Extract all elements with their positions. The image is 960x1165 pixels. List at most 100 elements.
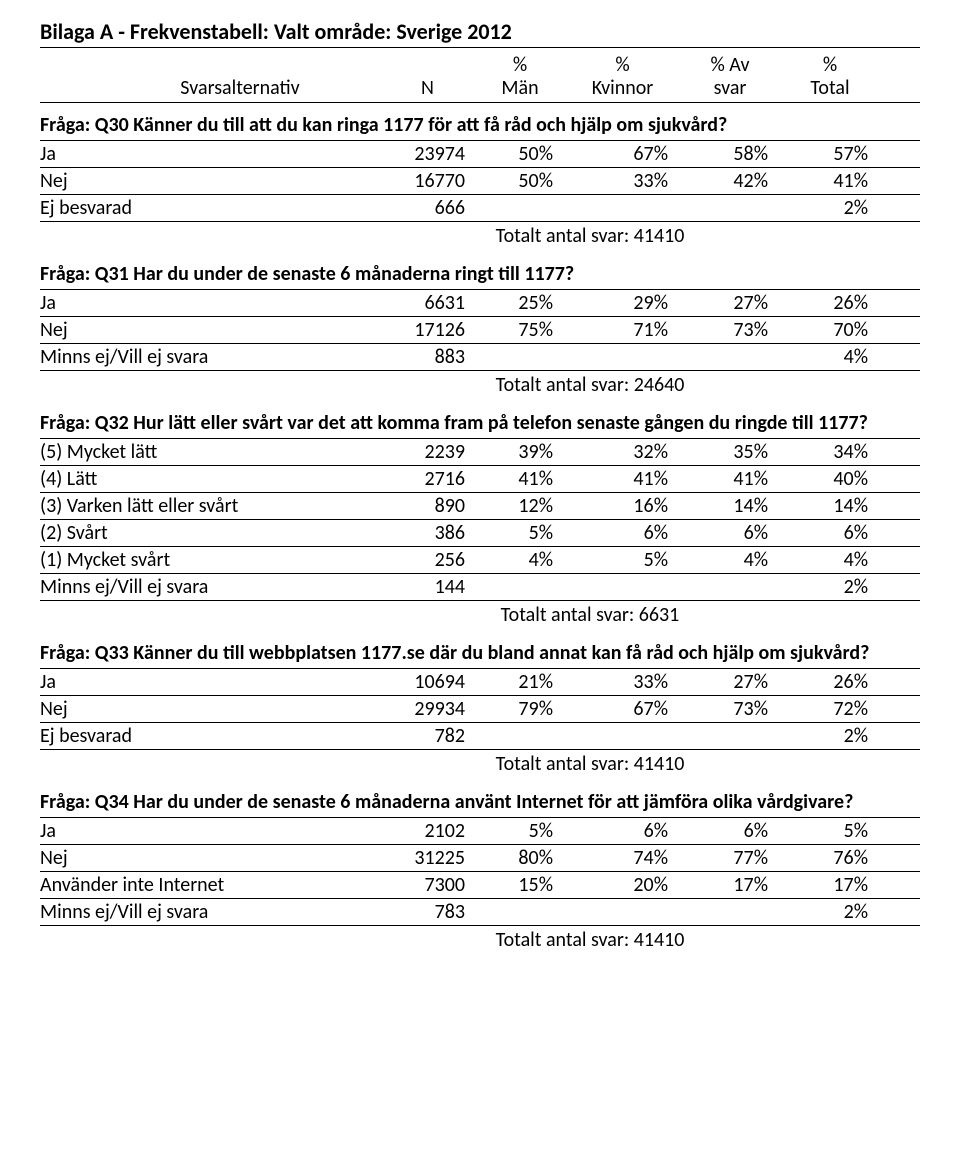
table-row: Minns ej/Vill ej svara8834% (40, 344, 920, 371)
row-kvinnor: 20% (565, 873, 680, 897)
table-row: (1) Mycket svårt2564%5%4%4% (40, 547, 920, 574)
row-kvinnor: 6% (565, 521, 680, 545)
row-total: 2% (780, 900, 880, 924)
table-row: (4) Lätt271641%41%41%40% (40, 466, 920, 493)
row-kvinnor (565, 196, 680, 220)
row-total: 14% (780, 494, 880, 518)
row-n: 29934 (380, 697, 475, 721)
header-tot-bot: Total (780, 77, 880, 100)
row-label: Använder inte Internet (40, 873, 380, 897)
header-total: % Total (780, 54, 880, 100)
row-av (680, 345, 780, 369)
row-n: 31225 (380, 846, 475, 870)
row-n: 144 (380, 575, 475, 599)
row-kvinnor (565, 724, 680, 748)
row-label: Ja (40, 819, 380, 843)
row-label: Minns ej/Vill ej svara (40, 575, 380, 599)
row-man: 41% (475, 467, 565, 491)
row-label: (1) Mycket svårt (40, 548, 380, 572)
header-kvin-bot: Kvinnor (565, 77, 680, 100)
row-label: Ej besvarad (40, 196, 380, 220)
row-total: 34% (780, 440, 880, 464)
row-label: (2) Svårt (40, 521, 380, 545)
row-av: 27% (680, 291, 780, 315)
row-av: 27% (680, 670, 780, 694)
row-av: 41% (680, 467, 780, 491)
row-n: 2102 (380, 819, 475, 843)
row-total: 6% (780, 521, 880, 545)
header-man-bot: Män (475, 77, 565, 100)
row-label: Ja (40, 670, 380, 694)
row-av (680, 900, 780, 924)
row-n: 23974 (380, 142, 475, 166)
row-label: Ja (40, 142, 380, 166)
table-row: Ja2397450%67%58%57% (40, 141, 920, 168)
row-label: Nej (40, 318, 380, 342)
row-av: 58% (680, 142, 780, 166)
row-label: Nej (40, 846, 380, 870)
row-total: 40% (780, 467, 880, 491)
row-kvinnor: 71% (565, 318, 680, 342)
question-text: Fråga: Q33 Känner du till webbplatsen 11… (40, 641, 920, 666)
table-row: Minns ej/Vill ej svara144 2% (40, 574, 920, 601)
total-count: Totalt antal svar: 41410 (40, 750, 920, 780)
row-n: 2716 (380, 467, 475, 491)
header-man: % Män (475, 54, 565, 100)
row-kvinnor: 33% (565, 670, 680, 694)
row-man: 50% (475, 169, 565, 193)
row-man: 5% (475, 819, 565, 843)
row-man: 5% (475, 521, 565, 545)
table-row: (3) Varken lätt eller svårt89012%16%14%1… (40, 493, 920, 520)
table-row: Nej2993479%67%73%72% (40, 696, 920, 723)
header-n: N (380, 76, 475, 100)
row-av: 73% (680, 318, 780, 342)
row-total: 2% (780, 196, 880, 220)
row-total: 76% (780, 846, 880, 870)
row-total: 17% (780, 873, 880, 897)
row-av (680, 196, 780, 220)
row-man (475, 575, 565, 599)
header-alternative: Svarsalternativ (40, 76, 380, 100)
row-label: Minns ej/Vill ej svara (40, 345, 380, 369)
row-label: Nej (40, 169, 380, 193)
row-kvinnor: 29% (565, 291, 680, 315)
header-av-bot: svar (680, 77, 780, 100)
row-man: 79% (475, 697, 565, 721)
table-row: Ja663125%29%27%26% (40, 290, 920, 317)
table-row: Nej1712675%71%73%70% (40, 317, 920, 344)
row-total: 2% (780, 575, 880, 599)
row-total: 41% (780, 169, 880, 193)
row-av: 77% (680, 846, 780, 870)
row-total: 70% (780, 318, 880, 342)
question-text: Fråga: Q30 Känner du till att du kan rin… (40, 113, 920, 138)
row-kvinnor (565, 575, 680, 599)
row-n: 890 (380, 494, 475, 518)
total-count: Totalt antal svar: 41410 (40, 926, 920, 956)
row-kvinnor: 41% (565, 467, 680, 491)
row-n: 7300 (380, 873, 475, 897)
row-man: 75% (475, 318, 565, 342)
page-title: Bilaga A - Frekvenstabell: Valt område: … (40, 18, 920, 48)
row-total: 26% (780, 291, 880, 315)
row-man: 15% (475, 873, 565, 897)
row-kvinnor: 6% (565, 819, 680, 843)
table-row: Använder inte Internet730015%20%17%17% (40, 872, 920, 899)
row-man: 39% (475, 440, 565, 464)
row-man: 4% (475, 548, 565, 572)
row-man (475, 724, 565, 748)
row-n: 2239 (380, 440, 475, 464)
row-av: 17% (680, 873, 780, 897)
total-count: Totalt antal svar: 24640 (40, 371, 920, 401)
question-text: Fråga: Q32 Hur lätt eller svårt var det … (40, 411, 920, 436)
row-n: 256 (380, 548, 475, 572)
row-total: 4% (780, 548, 880, 572)
row-man: 80% (475, 846, 565, 870)
row-av: 35% (680, 440, 780, 464)
table-row: Nej1677050%33%42%41% (40, 168, 920, 195)
row-label: (5) Mycket lätt (40, 440, 380, 464)
row-av: 6% (680, 819, 780, 843)
question-text: Fråga: Q34 Har du under de senaste 6 mån… (40, 790, 920, 815)
row-label: (3) Varken lätt eller svårt (40, 494, 380, 518)
row-label: (4) Lätt (40, 467, 380, 491)
row-av: 14% (680, 494, 780, 518)
